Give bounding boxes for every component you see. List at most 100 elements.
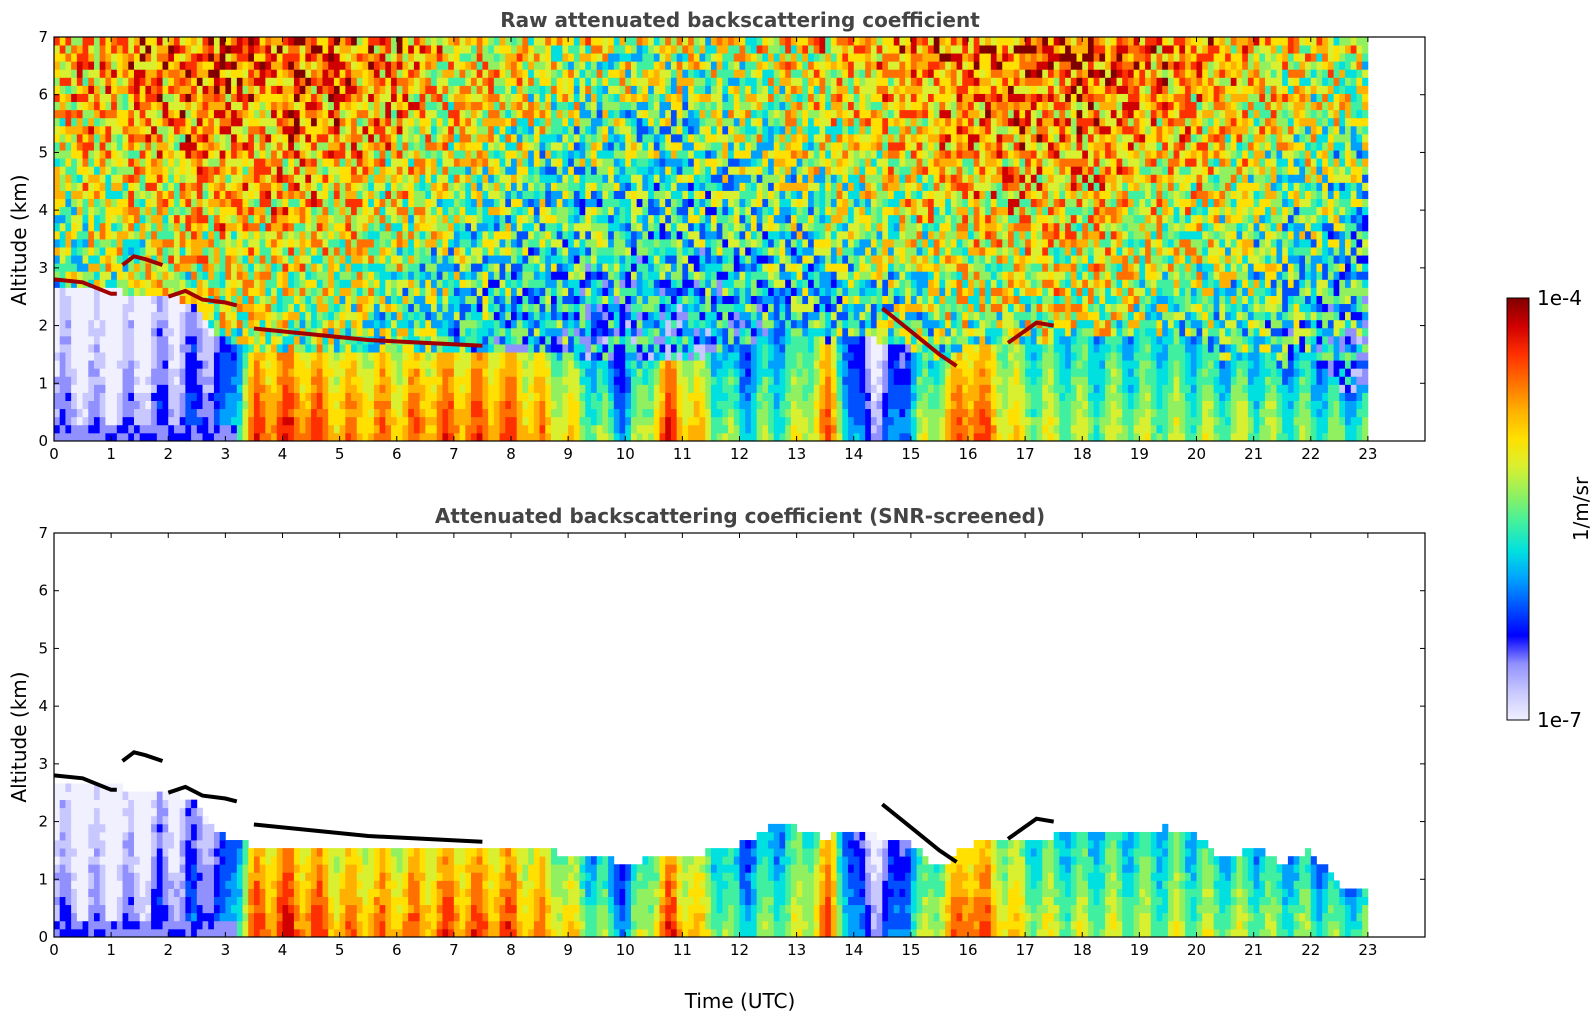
heatmap-cell xyxy=(476,158,483,167)
heatmap-cell xyxy=(282,45,289,54)
heatmap-cell xyxy=(185,150,192,159)
heatmap-cell xyxy=(179,327,186,337)
heatmap-cell xyxy=(196,206,203,216)
heatmap-cell xyxy=(608,408,615,418)
heatmap-cell xyxy=(351,319,358,329)
heatmap-cell xyxy=(162,133,169,143)
heatmap-cell xyxy=(328,222,335,232)
heatmap-cell xyxy=(465,376,472,385)
heatmap-cell xyxy=(556,206,563,216)
heatmap-cell xyxy=(316,69,323,78)
heatmap-cell xyxy=(493,335,500,345)
heatmap-cell xyxy=(579,400,586,410)
heatmap-cell xyxy=(499,295,506,305)
heatmap-cell xyxy=(276,384,283,393)
heatmap-cell xyxy=(276,158,283,167)
heatmap-cell xyxy=(436,408,443,418)
heatmap-cell xyxy=(528,271,535,280)
heatmap-cell xyxy=(293,37,301,46)
heatmap-cell xyxy=(139,432,146,442)
heatmap-cell xyxy=(173,400,181,410)
heatmap-cell xyxy=(368,263,375,272)
heatmap-cell xyxy=(425,230,432,240)
heatmap-cell xyxy=(271,109,278,119)
heatmap-cell xyxy=(373,400,381,410)
heatmap-cell xyxy=(59,287,66,296)
heatmap-cell xyxy=(151,190,158,199)
heatmap-cell xyxy=(271,133,278,143)
heatmap-cell xyxy=(436,53,443,62)
heatmap-cell xyxy=(453,295,460,305)
heatmap-cell xyxy=(619,271,626,280)
heatmap-cell xyxy=(305,392,312,401)
heatmap-cell xyxy=(453,263,460,272)
heatmap-cell xyxy=(356,206,363,216)
heatmap-cell xyxy=(391,392,398,401)
heatmap-cell xyxy=(173,182,181,191)
heatmap-cell xyxy=(116,432,123,442)
heatmap-cell xyxy=(93,335,101,345)
heatmap-cell xyxy=(299,408,306,418)
heatmap-cell xyxy=(225,190,232,199)
heatmap-cell xyxy=(493,255,500,264)
heatmap-cell xyxy=(259,311,266,321)
heatmap-cell xyxy=(522,360,529,369)
heatmap-cell xyxy=(248,158,255,167)
heatmap-cell xyxy=(93,271,101,280)
heatmap-cell xyxy=(505,93,512,103)
heatmap-cell xyxy=(173,53,181,62)
heatmap-cell xyxy=(482,400,489,410)
heatmap-cell xyxy=(105,368,112,377)
heatmap-cell xyxy=(459,85,466,94)
heatmap-cell xyxy=(368,37,375,46)
heatmap-cell xyxy=(191,93,198,103)
heatmap-cell xyxy=(316,45,323,54)
heatmap-cell xyxy=(213,117,221,127)
heatmap-cell xyxy=(111,239,118,248)
heatmap-cell xyxy=(471,133,478,143)
heatmap-cell xyxy=(299,45,306,54)
heatmap-cell xyxy=(213,303,221,313)
heatmap-cell xyxy=(545,45,552,54)
heatmap-cell xyxy=(59,85,66,94)
heatmap-cell xyxy=(71,311,78,321)
heatmap-cell xyxy=(505,344,512,353)
heatmap-cell xyxy=(208,352,215,361)
heatmap-cell xyxy=(499,424,506,434)
heatmap-cell xyxy=(408,69,415,78)
heatmap-cell xyxy=(151,239,158,248)
heatmap-cell xyxy=(413,93,420,103)
heatmap-cell xyxy=(311,335,318,345)
heatmap-cell xyxy=(425,198,432,208)
heatmap-cell xyxy=(431,279,438,288)
heatmap-cell xyxy=(556,150,563,159)
heatmap-cell xyxy=(202,384,209,393)
heatmap-cell xyxy=(219,416,226,426)
heatmap-cell xyxy=(379,37,386,46)
heatmap-cell xyxy=(488,230,495,240)
heatmap-cell xyxy=(133,142,141,151)
heatmap-cell xyxy=(116,408,123,418)
heatmap-cell xyxy=(562,125,569,135)
heatmap-cell xyxy=(528,174,535,183)
heatmap-cell xyxy=(459,376,466,385)
heatmap-cell xyxy=(419,368,426,377)
heatmap-cell xyxy=(105,327,112,337)
heatmap-cell xyxy=(185,77,192,86)
heatmap-cell xyxy=(573,77,580,86)
heatmap-cell xyxy=(76,37,83,46)
heatmap-cell xyxy=(373,125,381,135)
heatmap-cell xyxy=(528,37,535,46)
heatmap-cell xyxy=(545,271,552,280)
heatmap-cell xyxy=(385,214,392,224)
heatmap-cell xyxy=(431,303,438,313)
heatmap-cell xyxy=(613,190,620,199)
heatmap-cell xyxy=(248,77,255,86)
heatmap-cell xyxy=(185,360,192,369)
heatmap-cell xyxy=(516,158,523,167)
heatmap-cell xyxy=(596,352,603,361)
heatmap-cell xyxy=(373,271,381,280)
heatmap-cell xyxy=(339,69,346,78)
heatmap-cell xyxy=(356,101,363,111)
heatmap-cell xyxy=(271,376,278,385)
